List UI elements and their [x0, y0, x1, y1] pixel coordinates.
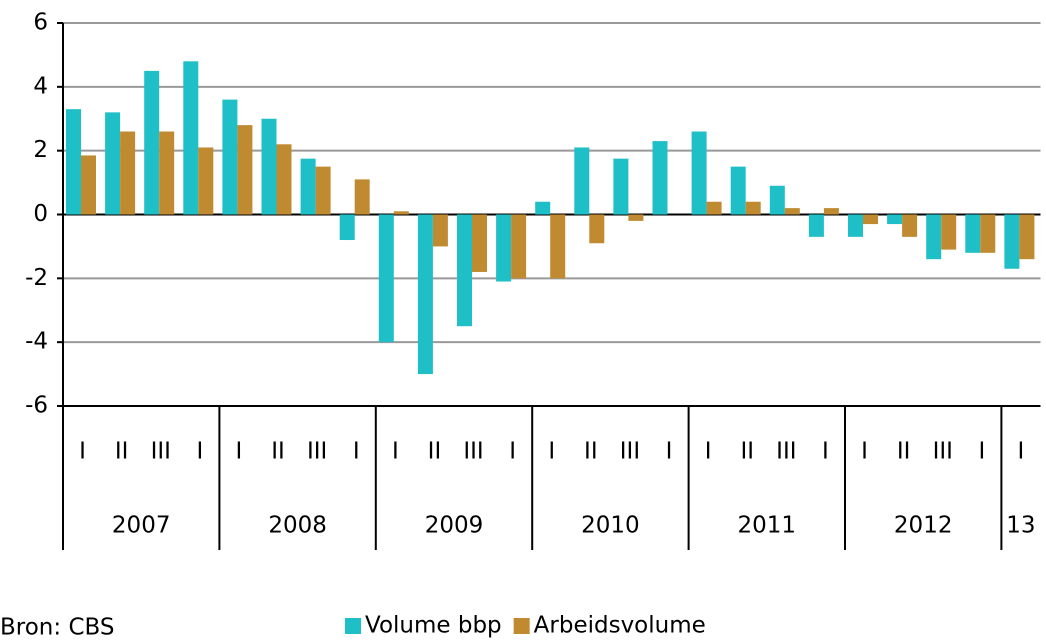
legend-label: Arbeidsvolume	[534, 613, 706, 639]
bar	[691, 131, 707, 215]
bar	[315, 166, 331, 215]
bar	[378, 214, 394, 343]
bar	[457, 214, 472, 327]
bar	[769, 185, 785, 215]
bar	[417, 214, 433, 375]
x-tick-label: I	[1018, 439, 1025, 465]
bar	[980, 214, 996, 253]
bar	[706, 201, 722, 215]
year-label: 13	[1006, 513, 1035, 539]
year-label: 2011	[738, 513, 797, 539]
x-tick-label: I	[236, 439, 243, 465]
x-tick-label: III	[307, 439, 327, 465]
bar	[808, 214, 824, 237]
bar	[941, 214, 957, 250]
y-tick-label: 2	[33, 137, 48, 163]
source: Bron: CBS	[0, 615, 114, 640]
bar	[550, 214, 566, 279]
x-tick-label: I	[666, 439, 673, 465]
bar	[120, 131, 136, 215]
x-tick-label: I	[822, 439, 829, 465]
year-label: 2009	[425, 513, 484, 539]
year-label: 2007	[112, 513, 171, 539]
x-tick-label: II	[428, 439, 442, 465]
bar	[574, 147, 590, 215]
x-tick-label: II	[897, 439, 911, 465]
bar	[926, 214, 942, 260]
legend-swatch	[513, 618, 530, 634]
year-label: 2008	[268, 513, 327, 539]
bar	[1019, 214, 1035, 260]
y-tick-label: -6	[25, 393, 48, 419]
bar	[300, 158, 316, 215]
bar	[354, 179, 370, 215]
bar	[965, 214, 981, 253]
y-tick-label: -2	[25, 265, 48, 291]
bar	[745, 201, 761, 215]
bar	[628, 214, 644, 221]
x-tick-label: I	[353, 439, 360, 465]
bar	[261, 118, 277, 215]
x-tick-label: II	[584, 439, 598, 465]
bar	[393, 211, 409, 215]
x-tick-label: I	[392, 439, 399, 465]
x-tick-label: III	[776, 439, 796, 465]
bar	[589, 214, 605, 244]
bar	[159, 131, 175, 215]
bar	[511, 214, 527, 279]
bar	[848, 214, 863, 237]
x-tick-label: I	[705, 439, 712, 465]
legend-label: Volume bbp	[365, 613, 502, 639]
bar	[66, 109, 81, 215]
x-tick-label: I	[509, 439, 516, 465]
bar	[613, 158, 629, 215]
y-tick-label: 6	[33, 10, 48, 36]
y-tick-label: -4	[25, 329, 48, 355]
bar	[276, 144, 292, 215]
bar	[1004, 214, 1020, 269]
x-tick-label: III	[463, 439, 483, 465]
x-tick-label: I	[196, 439, 203, 465]
bar	[784, 208, 800, 215]
x-tick-label: I	[548, 439, 555, 465]
x-tick-label: III	[933, 439, 953, 465]
x-tick-label: III	[620, 439, 640, 465]
bar	[535, 201, 551, 215]
bar	[81, 155, 96, 215]
x-tick-label: I	[978, 439, 985, 465]
bar	[887, 214, 903, 225]
x-tick-label: II	[740, 439, 754, 465]
year-label: 2010	[581, 513, 640, 539]
bar	[198, 147, 214, 215]
bar	[823, 208, 839, 215]
bar	[339, 214, 355, 241]
x-tick-label: II	[271, 439, 285, 465]
x-tick-label: III	[151, 439, 171, 465]
bar	[144, 70, 160, 215]
bar	[863, 214, 878, 225]
bar	[902, 214, 918, 237]
x-tick-label: I	[79, 439, 86, 465]
x-tick-label: I	[861, 439, 868, 465]
bar	[105, 112, 121, 215]
bar	[183, 61, 199, 215]
bar	[496, 214, 512, 282]
bar	[652, 141, 668, 215]
bar	[237, 125, 253, 215]
legend-swatch	[345, 618, 361, 634]
bar	[432, 214, 448, 247]
year-label: 2012	[894, 513, 953, 539]
y-tick-label: 0	[33, 201, 48, 227]
x-tick-label: II	[115, 439, 129, 465]
y-tick-label: 4	[33, 73, 48, 99]
bar	[730, 166, 746, 215]
bar	[472, 214, 487, 272]
bar	[222, 99, 238, 215]
